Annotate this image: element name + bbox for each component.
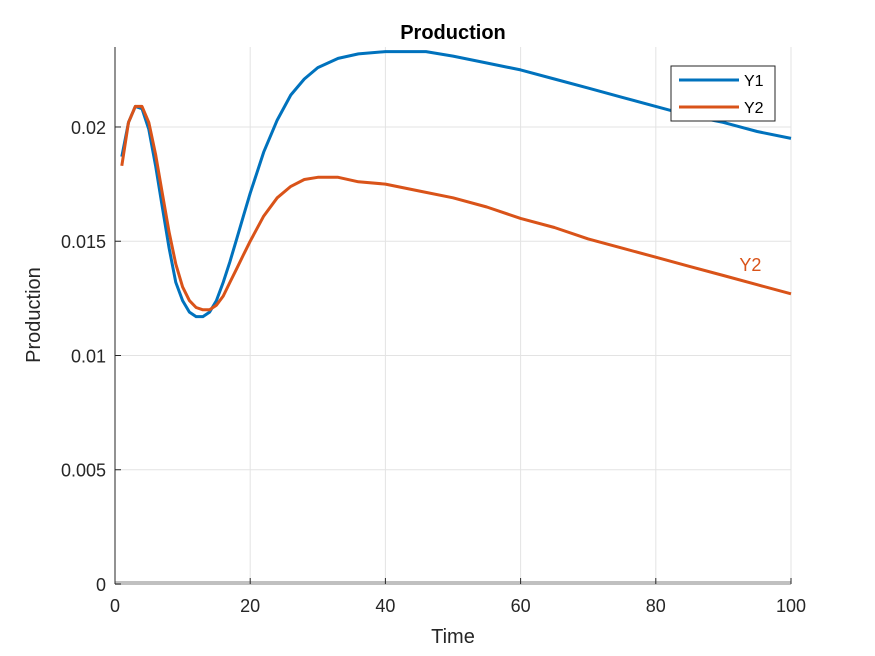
legend-box [670,65,776,122]
y-tick-label-2: 0.01 [71,346,106,366]
series-line-y2 [120,104,792,312]
y-tick-label-0: 0 [96,575,106,595]
chart-title: Production [400,22,506,44]
y-tick-label-1: 0.005 [61,461,106,481]
x-tick-label-5: 100 [776,596,806,616]
tick-labels: 0 20 40 60 80 100 0 0.005 0.01 0.015 0.02 [61,118,806,616]
series-line-y1 [120,50,792,319]
x-tick-label-4: 80 [646,596,666,616]
annotations: Y2 [739,255,761,275]
x-tick-label-1: 20 [240,596,260,616]
y-tick-label-4: 0.02 [71,118,106,138]
y-axis-label: Production [23,267,45,363]
x-axis-label: Time [431,626,475,648]
axes [114,47,792,585]
x-tick-label-0: 0 [110,596,120,616]
y-tick-label-3: 0.015 [61,232,106,252]
grid-lines [115,47,792,584]
legend-label-y1: Y1 [744,73,764,90]
legend-label-y2: Y2 [744,100,764,117]
legend: Y1 Y2 [670,65,776,122]
annotation-label-0: Y2 [739,255,761,275]
x-tick-label-3: 60 [511,596,531,616]
x-tick-label-2: 40 [375,596,395,616]
plot-area [115,47,791,584]
series-lines [120,50,792,319]
